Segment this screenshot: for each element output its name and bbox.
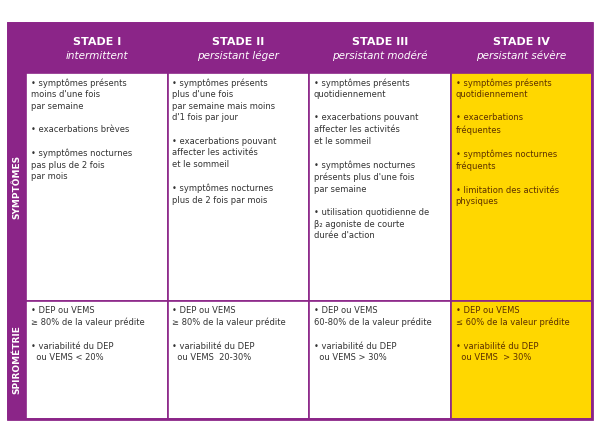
Text: STADE II: STADE II (212, 37, 265, 47)
Bar (167, 301, 309, 419)
Bar (8, 23, 26, 73)
Text: • DEP ou VEMS
≤ 60% de la valeur prédite

• variabilité du DEP
  ou VEMS  > 30%: • DEP ou VEMS ≤ 60% de la valeur prédite… (455, 306, 569, 363)
Text: STADE III: STADE III (352, 37, 408, 47)
Text: • symptômes présents
quotidiennement

• exacerbations
fréquentes

• symptômes no: • symptômes présents quotidiennement • e… (455, 78, 559, 206)
Text: STADE I: STADE I (73, 37, 121, 47)
Text: • DEP ou VEMS
≥ 80% de la valeur prédite

• variabilité du DEP
  ou VEMS < 20%: • DEP ou VEMS ≥ 80% de la valeur prédite… (31, 306, 145, 363)
Bar (309, 301, 451, 419)
Text: SPIROMÉTRIE: SPIROMÉTRIE (13, 326, 22, 394)
Text: SYMPTÔMES: SYMPTÔMES (13, 155, 22, 219)
Text: • DEP ou VEMS
≥ 80% de la valeur prédite

• variabilité du DEP
  ou VEMS  20-30%: • DEP ou VEMS ≥ 80% de la valeur prédite… (173, 306, 286, 363)
Bar (26, 301, 167, 419)
Text: intermittent: intermittent (65, 51, 128, 61)
Bar (451, 23, 592, 73)
Bar (26, 73, 167, 301)
Bar (451, 73, 592, 301)
Text: persistant sévère: persistant sévère (476, 51, 566, 61)
Bar (309, 23, 451, 73)
Bar (309, 73, 451, 301)
Text: • symptômes présents
quotidiennement

• exacerbations pouvant
affecter les activ: • symptômes présents quotidiennement • e… (314, 78, 429, 240)
Text: • DEP ou VEMS
60-80% de la valeur prédite

• variabilité du DEP
  ou VEMS > 30%: • DEP ou VEMS 60-80% de la valeur prédit… (314, 306, 432, 363)
Text: STADE IV: STADE IV (493, 37, 550, 47)
Bar (8, 73, 26, 301)
Text: persistant modéré: persistant modéré (332, 51, 427, 61)
Text: persistant léger: persistant léger (197, 51, 279, 61)
Bar (167, 23, 309, 73)
Bar (8, 301, 26, 419)
Text: • symptômes présents
moins d'une fois
par semaine

• exacerbations brèves

• sym: • symptômes présents moins d'une fois pa… (31, 78, 132, 181)
Text: • symptômes présents
plus d'une fois
par semaine mais moins
d'1 fois par jour

•: • symptômes présents plus d'une fois par… (173, 78, 277, 205)
Bar (26, 23, 167, 73)
Bar (167, 73, 309, 301)
Bar (451, 301, 592, 419)
